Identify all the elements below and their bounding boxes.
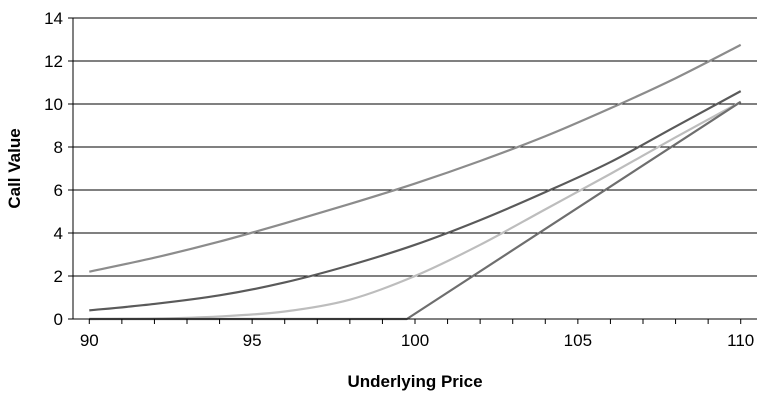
series-lines — [89, 43, 742, 321]
x-tick-label-105: 105 — [564, 331, 592, 350]
series-line-2 — [89, 90, 742, 312]
x-tick-label-110: 110 — [727, 331, 754, 350]
y-tick-label-14: 14 — [44, 9, 63, 28]
x-tick-label-90: 90 — [80, 331, 99, 350]
y-tick-label-4: 4 — [54, 224, 63, 243]
x-axis-title: Underlying Price — [347, 372, 482, 391]
y-tick-label-6: 6 — [54, 181, 63, 200]
series-line-1 — [89, 43, 742, 273]
y-tick-label-10: 10 — [44, 95, 63, 114]
series-line-3 — [89, 100, 742, 321]
y-tick-label-8: 8 — [54, 138, 63, 157]
axes — [68, 17, 757, 324]
gridlines — [73, 17, 757, 277]
series-line-4 — [89, 100, 742, 321]
y-tick-label-12: 12 — [44, 52, 63, 71]
x-tick-label-95: 95 — [243, 331, 262, 350]
tick-labels: 0 2 4 6 8 10 12 14 90 95 100 105 110 — [44, 9, 754, 350]
y-tick-label-2: 2 — [54, 267, 63, 286]
y-tick-label-0: 0 — [54, 310, 63, 329]
y-axis-title: Call Value — [5, 128, 24, 208]
x-tick-label-100: 100 — [401, 331, 429, 350]
